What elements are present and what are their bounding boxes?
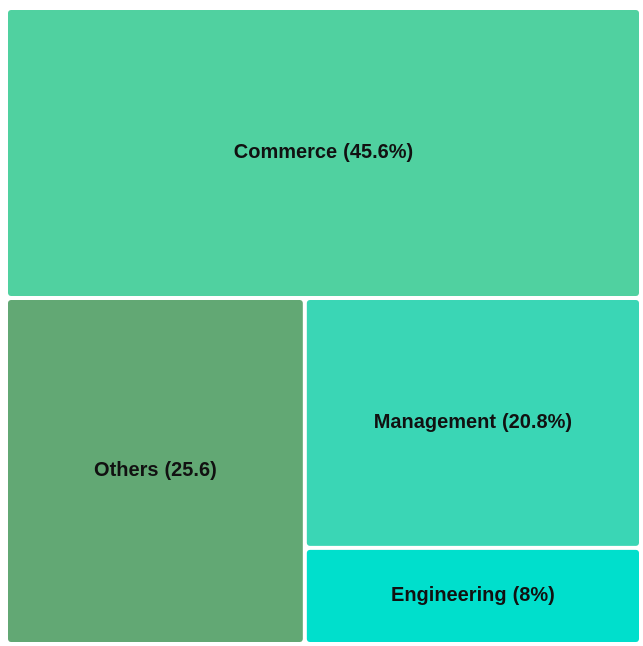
value-label: (20.8%) bbox=[502, 411, 572, 433]
treemap-cell bbox=[8, 300, 303, 642]
treemap-cell bbox=[306, 300, 639, 546]
value-label: (8%) bbox=[513, 584, 555, 606]
treemap-cell bbox=[8, 10, 639, 297]
category-name: Commerce bbox=[234, 141, 337, 163]
cell-label: Engineering (8%) bbox=[391, 584, 555, 606]
category-name: Management bbox=[374, 411, 497, 433]
cell-label: Others (25.6) bbox=[94, 459, 217, 481]
treemap-cell bbox=[306, 549, 639, 642]
cell-label: Management (20.8%) bbox=[374, 411, 572, 433]
category-name: Engineering bbox=[391, 584, 507, 606]
value-label: (45.6%) bbox=[343, 141, 413, 163]
value-label: (25.6) bbox=[165, 459, 217, 481]
cell-label: Commerce (45.6%) bbox=[234, 141, 413, 163]
category-name: Others bbox=[94, 459, 158, 481]
